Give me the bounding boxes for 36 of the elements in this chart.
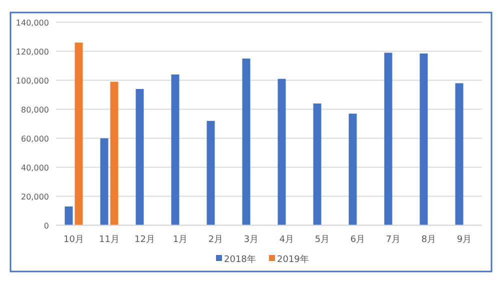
x-tick-label: 8月 (421, 235, 436, 245)
bar (313, 104, 322, 226)
y-tick-label: 20,000 (21, 192, 49, 202)
bar (64, 206, 73, 226)
legend-label: 2018年 (224, 254, 256, 265)
y-tick-label: 140,000 (16, 18, 49, 28)
bar (171, 74, 180, 226)
x-tick-label: 2月 (208, 235, 224, 245)
bar (384, 52, 392, 226)
bar (348, 114, 357, 226)
bar (136, 89, 144, 226)
x-tick-label: 7月 (386, 235, 401, 245)
y-tick-label: 120,000 (16, 47, 49, 56)
x-tick-label: 5月 (314, 235, 330, 245)
y-tick-label: 100,000 (16, 76, 49, 86)
x-tick-label: 1月 (172, 235, 188, 245)
bar (100, 138, 108, 226)
bar (420, 53, 428, 226)
x-tick-label: 11月 (99, 235, 120, 245)
legend-label: 2019年 (277, 254, 309, 265)
bar (206, 120, 215, 226)
x-tick-label: 3月 (244, 235, 259, 245)
bar (110, 82, 118, 226)
bar (74, 42, 83, 226)
y-tick-label: 60,000 (21, 134, 49, 144)
bar (242, 58, 250, 226)
bar (455, 83, 464, 226)
x-tick-label: 4月 (279, 235, 294, 245)
y-tick-label: 80,000 (21, 105, 49, 114)
x-tick-label: 6月 (350, 235, 366, 245)
x-tick-label: 9月 (456, 235, 472, 245)
bar (278, 78, 286, 226)
x-tick-label: 10月 (64, 235, 84, 245)
x-tick-label: 12月 (134, 235, 155, 245)
y-tick-label: 40,000 (21, 163, 49, 172)
y-tick-label: 0 (44, 221, 49, 230)
